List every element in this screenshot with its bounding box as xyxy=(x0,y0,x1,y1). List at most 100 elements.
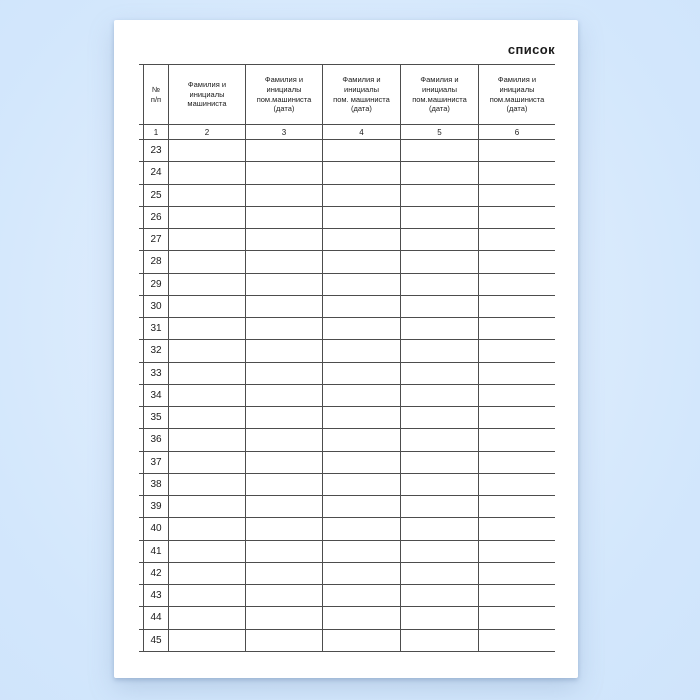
table-row: 28 xyxy=(139,251,555,274)
empty-cell-assistant-3 xyxy=(400,540,478,562)
empty-cell-assistant-2 xyxy=(322,162,400,184)
row-number-cell: 40 xyxy=(143,518,168,540)
empty-cell-assistant-1 xyxy=(245,318,322,340)
empty-cell-assistant-3 xyxy=(400,229,478,251)
table-row: 40 xyxy=(139,518,555,541)
empty-cell-assistant-1 xyxy=(245,496,322,518)
empty-cell-assistant-1 xyxy=(245,229,322,251)
column-number: 6 xyxy=(478,125,555,139)
list-table: № п/п Фамилия и инициалы машиниста Фамил… xyxy=(139,64,555,652)
empty-cell-assistant-2 xyxy=(322,518,400,540)
empty-cell-assistant-2 xyxy=(322,340,400,362)
empty-cell-assistant-4 xyxy=(478,562,555,584)
table-row: 44 xyxy=(139,607,555,630)
column-header-assistant-3: Фамилия и инициалы пом.машиниста (дата) xyxy=(400,65,478,124)
empty-cell-assistant-4 xyxy=(478,429,555,451)
empty-cell-assistant-1 xyxy=(245,429,322,451)
row-number-cell: 44 xyxy=(143,607,168,629)
column-number: 2 xyxy=(168,125,245,139)
empty-cell-assistant-4 xyxy=(478,295,555,317)
empty-cell-assistant-1 xyxy=(245,629,322,651)
empty-cell-assistant-3 xyxy=(400,273,478,295)
row-number-cell: 39 xyxy=(143,496,168,518)
column-header-assistant-2: Фамилия и инициалы пом. машиниста (дата) xyxy=(322,65,400,124)
empty-cell-assistant-2 xyxy=(322,429,400,451)
empty-cell-machinist xyxy=(168,407,245,429)
table-row: 26 xyxy=(139,206,555,229)
empty-cell-assistant-1 xyxy=(245,362,322,384)
empty-cell-assistant-3 xyxy=(400,295,478,317)
table-row: 35 xyxy=(139,407,555,430)
empty-cell-assistant-2 xyxy=(322,540,400,562)
table-row: 33 xyxy=(139,362,555,385)
row-number-cell: 42 xyxy=(143,562,168,584)
empty-cell-assistant-3 xyxy=(400,318,478,340)
empty-cell-assistant-2 xyxy=(322,473,400,495)
empty-cell-assistant-1 xyxy=(245,473,322,495)
empty-cell-assistant-2 xyxy=(322,229,400,251)
empty-cell-assistant-2 xyxy=(322,585,400,607)
row-number-cell: 36 xyxy=(143,429,168,451)
empty-cell-assistant-4 xyxy=(478,629,555,651)
row-number-cell: 31 xyxy=(143,318,168,340)
column-numbers-row: 1 2 3 4 5 6 xyxy=(139,125,555,140)
table-row: 30 xyxy=(139,295,555,318)
empty-cell-machinist xyxy=(168,540,245,562)
empty-cell-assistant-4 xyxy=(478,585,555,607)
empty-cell-assistant-3 xyxy=(400,562,478,584)
empty-cell-machinist xyxy=(168,318,245,340)
empty-cell-assistant-3 xyxy=(400,607,478,629)
empty-cell-assistant-1 xyxy=(245,162,322,184)
empty-cell-assistant-2 xyxy=(322,562,400,584)
table-row: 41 xyxy=(139,540,555,563)
empty-cell-assistant-1 xyxy=(245,251,322,273)
empty-cell-assistant-4 xyxy=(478,229,555,251)
row-number-cell: 38 xyxy=(143,473,168,495)
empty-cell-assistant-4 xyxy=(478,318,555,340)
row-number-cell: 41 xyxy=(143,540,168,562)
empty-cell-assistant-4 xyxy=(478,184,555,206)
empty-cell-assistant-1 xyxy=(245,540,322,562)
table-row: 29 xyxy=(139,273,555,296)
empty-cell-assistant-3 xyxy=(400,251,478,273)
row-number-cell: 43 xyxy=(143,585,168,607)
empty-cell-assistant-3 xyxy=(400,518,478,540)
empty-cell-assistant-1 xyxy=(245,407,322,429)
empty-cell-assistant-4 xyxy=(478,206,555,228)
empty-cell-machinist xyxy=(168,585,245,607)
document-page: список № п/п Фамилия и инициалы машинист… xyxy=(114,20,578,678)
document-title: список xyxy=(507,42,555,57)
empty-cell-assistant-1 xyxy=(245,384,322,406)
empty-cell-machinist xyxy=(168,496,245,518)
empty-cell-assistant-3 xyxy=(400,206,478,228)
column-number: 4 xyxy=(322,125,400,139)
row-number-cell: 35 xyxy=(143,407,168,429)
empty-cell-machinist xyxy=(168,184,245,206)
column-number: 3 xyxy=(245,125,322,139)
row-number-cell: 45 xyxy=(143,629,168,651)
empty-cell-assistant-2 xyxy=(322,384,400,406)
table-row: 42 xyxy=(139,562,555,585)
empty-cell-assistant-3 xyxy=(400,340,478,362)
row-number-cell: 30 xyxy=(143,295,168,317)
empty-cell-assistant-2 xyxy=(322,629,400,651)
empty-cell-assistant-2 xyxy=(322,607,400,629)
empty-cell-machinist xyxy=(168,607,245,629)
empty-cell-machinist xyxy=(168,429,245,451)
empty-cell-assistant-4 xyxy=(478,362,555,384)
table-row: 39 xyxy=(139,496,555,519)
table-row: 27 xyxy=(139,229,555,252)
empty-cell-assistant-2 xyxy=(322,496,400,518)
column-number: 5 xyxy=(400,125,478,139)
empty-cell-assistant-2 xyxy=(322,451,400,473)
row-number-cell: 24 xyxy=(143,162,168,184)
empty-cell-assistant-2 xyxy=(322,407,400,429)
empty-cell-assistant-4 xyxy=(478,473,555,495)
empty-cell-assistant-3 xyxy=(400,473,478,495)
empty-cell-assistant-2 xyxy=(322,206,400,228)
row-number-cell: 25 xyxy=(143,184,168,206)
row-number-cell: 32 xyxy=(143,340,168,362)
empty-cell-assistant-1 xyxy=(245,295,322,317)
table-row: 31 xyxy=(139,318,555,341)
empty-cell-assistant-4 xyxy=(478,407,555,429)
